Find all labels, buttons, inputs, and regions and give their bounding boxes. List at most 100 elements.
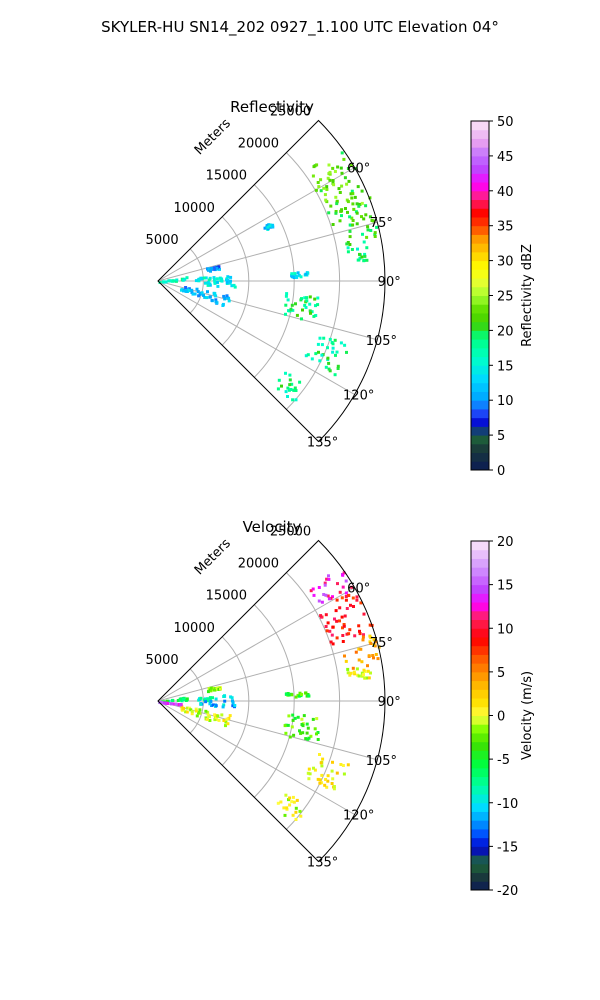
echo-pixel xyxy=(331,179,335,182)
echo-pixel xyxy=(215,280,219,284)
echo-pixel xyxy=(322,336,326,340)
angle-tick-label: 90° xyxy=(378,695,401,710)
echo-pixel xyxy=(206,283,210,287)
echo-pixel xyxy=(305,722,309,726)
colorbar-step xyxy=(471,408,489,419)
echo-pixel xyxy=(331,760,334,764)
echo-pixel xyxy=(341,634,345,637)
colorbar-step xyxy=(471,400,489,410)
echo-pixel xyxy=(205,296,209,300)
echo-pixel xyxy=(351,202,355,206)
echo-pixel xyxy=(213,281,217,285)
echo-pixel xyxy=(328,178,332,182)
echo-pixel xyxy=(331,595,334,599)
echo-pixel xyxy=(340,615,344,619)
colorbar-step xyxy=(471,610,489,621)
echo-pixel xyxy=(227,296,231,300)
echo-pixel xyxy=(371,654,375,657)
echo-pixel xyxy=(207,687,211,690)
echo-pixel xyxy=(211,703,215,707)
echo-pixel xyxy=(300,297,303,301)
echo-pixel xyxy=(318,359,322,363)
echo-pixel xyxy=(342,772,346,776)
colorbar-step xyxy=(471,356,489,366)
echo-pixel xyxy=(311,174,315,178)
echo-pixel xyxy=(340,151,344,155)
echo-pixel xyxy=(346,667,350,671)
echo-pixel xyxy=(365,258,369,262)
echo-pixel xyxy=(295,798,299,802)
echo-pixel xyxy=(190,288,194,292)
colorbar-tick-label: 50 xyxy=(497,115,514,130)
echo-pixel xyxy=(356,247,359,251)
echo-pixel xyxy=(195,714,199,718)
colorbar-tick-label: 15 xyxy=(497,359,514,374)
echo-pixel xyxy=(365,235,369,239)
echo-pixel xyxy=(224,720,228,724)
echo-pixel xyxy=(182,698,186,701)
echo-pixel xyxy=(345,632,349,636)
echo-pixel xyxy=(363,676,367,680)
radial-tick-label: 5000 xyxy=(146,653,179,668)
echo-pixel xyxy=(210,704,214,707)
echo-pixel xyxy=(341,626,344,630)
echo-pixel xyxy=(314,352,318,356)
echo-pixel xyxy=(342,571,346,575)
colorbar-step xyxy=(471,173,489,183)
echo-pixel xyxy=(346,671,350,675)
echo-pixel xyxy=(355,202,359,206)
echo-pixel xyxy=(190,709,194,713)
colorbar-tick-label: 5 xyxy=(497,429,505,444)
echo-pixel xyxy=(214,298,218,302)
reflectivity-panel: Reflectivity 5000 10000 15000 20000 25000 Mete… xyxy=(146,98,535,479)
echo-pixel xyxy=(340,184,344,188)
echo-pixel xyxy=(362,633,365,637)
angle-tick-label: 60° xyxy=(347,581,370,596)
echo-pixel xyxy=(327,574,330,578)
echo-pixel xyxy=(319,189,323,193)
echo-pixel xyxy=(165,699,169,703)
velocity-colorbar: -20 -15 -10 -5 0 5 10 15 20 Velocity (m/s) xyxy=(470,535,535,899)
echo-pixel xyxy=(342,157,346,161)
echo-pixel xyxy=(365,246,369,250)
colorbar-step xyxy=(471,155,489,166)
echo-pixel xyxy=(342,624,346,628)
colorbar-label: Reflectivity dBZ xyxy=(520,244,535,347)
echo-pixel xyxy=(305,731,309,735)
echo-pixel xyxy=(296,271,300,275)
echo-pixel xyxy=(316,296,320,300)
echo-pixel xyxy=(297,273,301,277)
echo-pixel xyxy=(174,702,178,706)
echo-pixel xyxy=(167,279,171,283)
echo-pixel xyxy=(320,773,324,777)
echo-pixel xyxy=(338,219,342,223)
echo-pixel xyxy=(299,275,303,279)
echo-pixel xyxy=(331,642,335,646)
echo-pixel xyxy=(358,202,362,206)
echo-pixel xyxy=(291,308,295,312)
echo-pixel xyxy=(355,211,359,215)
echo-pixel xyxy=(198,708,202,712)
echo-pixel xyxy=(348,628,352,632)
echo-pixel xyxy=(355,598,359,602)
echo-pixel xyxy=(324,613,328,617)
echo-pixel xyxy=(360,255,364,259)
echo-pixel xyxy=(286,386,290,390)
echo-pixel xyxy=(197,279,201,283)
echo-pixel xyxy=(350,196,354,200)
echo-pixel xyxy=(219,687,222,691)
echo-pixel xyxy=(306,737,310,741)
echo-pixel xyxy=(305,299,309,303)
echo-pixel xyxy=(292,733,296,737)
echo-pixel xyxy=(331,342,335,346)
echo-pixel xyxy=(201,276,204,280)
echo-pixel xyxy=(288,803,292,807)
echo-pixel xyxy=(226,722,230,726)
echo-pixel xyxy=(313,727,317,731)
echo-pixel xyxy=(191,292,195,296)
echo-pixel xyxy=(368,634,372,638)
echo-pixel xyxy=(301,731,305,735)
echo-pixel xyxy=(313,768,317,772)
echo-pixel xyxy=(200,291,204,295)
echo-pixel xyxy=(230,284,234,288)
